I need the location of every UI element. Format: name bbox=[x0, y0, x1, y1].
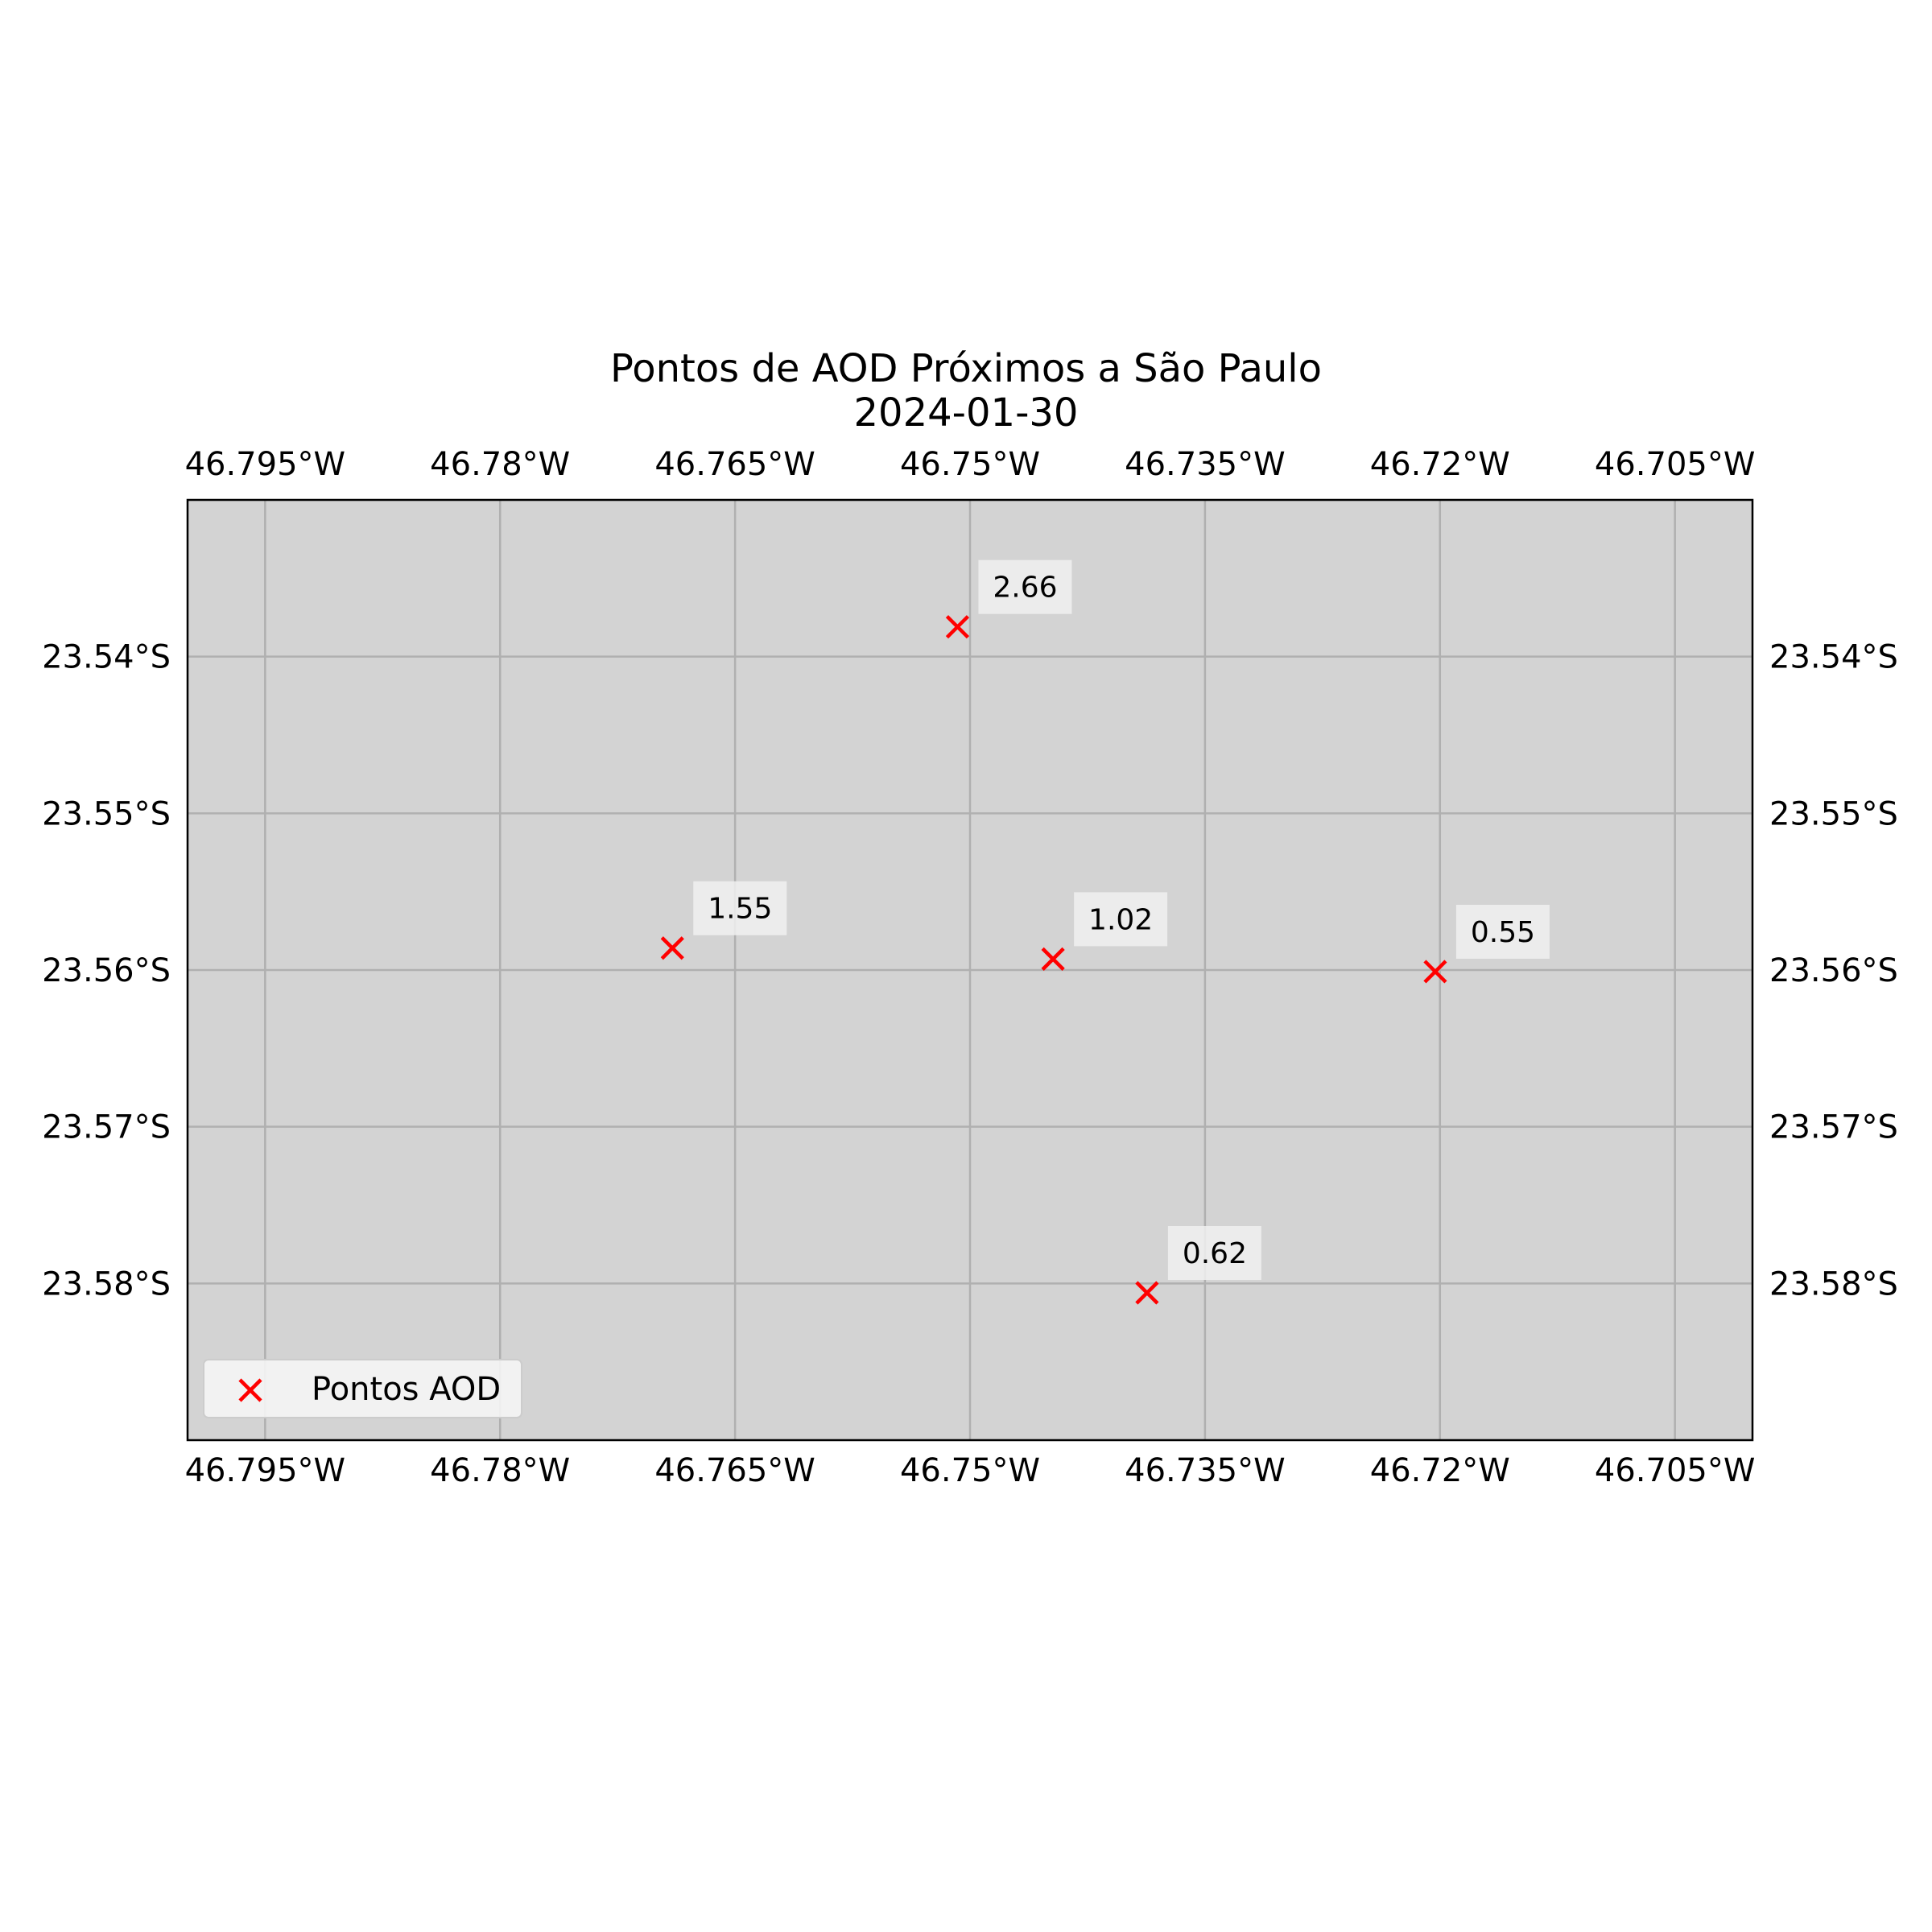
gridlines bbox=[188, 500, 1752, 1440]
aod-value-label-box bbox=[1074, 892, 1168, 947]
chart-subtitle: 2024-01-30 bbox=[853, 390, 1079, 436]
marker-stroke bbox=[1423, 960, 1447, 984]
aod-point-marker bbox=[1041, 947, 1065, 971]
y-tick-label-right: 23.58°S bbox=[1769, 1265, 1898, 1302]
aod-value-label-box bbox=[978, 559, 1072, 614]
x-tick-label-bottom: 46.72°W bbox=[1370, 1452, 1510, 1489]
legend[interactable]: Pontos AOD bbox=[203, 1359, 522, 1418]
y-tick-label-left: 23.54°S bbox=[42, 639, 171, 676]
legend-box bbox=[203, 1359, 522, 1418]
aod-point-marker bbox=[945, 615, 970, 639]
x-tick-label-top: 46.795°W bbox=[185, 446, 346, 483]
marker-stroke bbox=[1041, 947, 1065, 971]
aod-value-label: 1.55 bbox=[708, 893, 772, 926]
y-tick-label-right: 23.56°S bbox=[1769, 952, 1898, 989]
x-tick-label-bottom: 46.765°W bbox=[654, 1452, 815, 1489]
plot-frame bbox=[186, 498, 1754, 1442]
x-tick-label-bottom: 46.75°W bbox=[900, 1452, 1040, 1489]
aod-point-marker bbox=[1135, 1281, 1159, 1305]
x-tick-label-bottom: 46.705°W bbox=[1595, 1452, 1756, 1489]
marker-stroke bbox=[660, 936, 684, 960]
aod-point-marker bbox=[1423, 960, 1447, 984]
tick-labels: 46.795°W 46.795°W 46.78°W 46.78°W 46.765°W 46… bbox=[42, 446, 1898, 1489]
aod-value-label: 0.62 bbox=[1183, 1237, 1247, 1270]
x-tick-label-top: 46.78°W bbox=[430, 446, 570, 483]
x-tick-label-bottom: 46.735°W bbox=[1125, 1452, 1286, 1489]
y-tick-label-left: 23.56°S bbox=[42, 952, 171, 989]
marker-stroke bbox=[945, 615, 970, 639]
y-tick-label-left: 23.58°S bbox=[42, 1265, 171, 1302]
aod-value-label: 0.55 bbox=[1471, 916, 1535, 949]
aod-value-label-box bbox=[1167, 1226, 1261, 1281]
aod-point-marker bbox=[660, 936, 684, 960]
y-tick-label-right: 23.54°S bbox=[1769, 639, 1898, 676]
aod-value-label: 2.66 bbox=[993, 572, 1057, 605]
data-points: 2.66 1.55 1.02 0.55 0.62 bbox=[660, 559, 1550, 1305]
x-tick-label-top: 46.705°W bbox=[1595, 446, 1756, 483]
marker-stroke bbox=[1135, 1281, 1159, 1305]
aod-value-label: 1.02 bbox=[1088, 903, 1153, 936]
x-tick-label-top: 46.72°W bbox=[1370, 446, 1510, 483]
x-tick-label-bottom: 46.795°W bbox=[185, 1452, 346, 1489]
y-tick-label-left: 23.57°S bbox=[42, 1109, 171, 1146]
x-tick-label-bottom: 46.78°W bbox=[430, 1452, 570, 1489]
chart-title: Pontos de AOD Próximos a São Paulo bbox=[609, 346, 1323, 391]
x-tick-label-top: 46.765°W bbox=[654, 446, 815, 483]
aod-value-label-box bbox=[693, 881, 787, 935]
legend-label: Pontos AOD bbox=[312, 1371, 501, 1408]
legend-marker bbox=[238, 1378, 262, 1402]
y-tick-label-right: 23.55°S bbox=[1769, 795, 1898, 832]
aod-value-label-box bbox=[1455, 904, 1550, 959]
y-tick-label-left: 23.55°S bbox=[42, 795, 171, 832]
y-tick-label-right: 23.57°S bbox=[1769, 1109, 1898, 1146]
x-tick-label-top: 46.75°W bbox=[900, 446, 1040, 483]
x-tick-label-top: 46.735°W bbox=[1125, 446, 1286, 483]
